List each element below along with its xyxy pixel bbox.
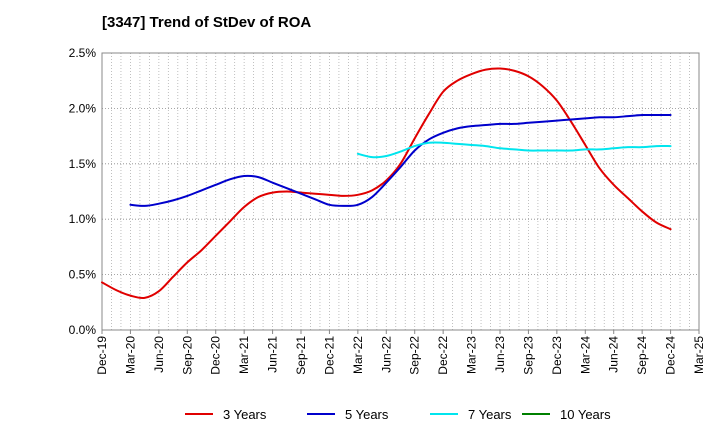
y-tick-label: 2.5% (69, 46, 97, 60)
x-tick-label: Mar-20 (123, 336, 137, 374)
series-line-7-years (356, 141, 672, 159)
x-tick-label: Dec-23 (550, 336, 564, 375)
x-tick-label: Jun-24 (607, 336, 621, 373)
x-tick-label: Sep-24 (635, 336, 649, 375)
x-tick-label: Mar-25 (692, 336, 706, 374)
legend-item: 5 Years (307, 407, 389, 422)
y-tick-label: 1.5% (69, 157, 97, 171)
x-tick-label: Dec-22 (436, 336, 450, 375)
x-tick-label: Sep-20 (180, 336, 194, 375)
x-tick-label: Sep-23 (521, 336, 535, 375)
legend: 3 Years 5 Years 7 Years 10 Years (185, 407, 611, 422)
plot-border (101, 52, 700, 331)
x-tick-label: Dec-21 (322, 336, 336, 375)
x-tick-label: Sep-22 (408, 336, 422, 375)
legend-item: 3 Years (185, 407, 267, 422)
horizontal-gridlines (102, 108, 699, 276)
x-tick-label: Dec-19 (95, 336, 109, 375)
series-line-3-years (101, 67, 672, 300)
legend-label: 10 Years (560, 407, 611, 422)
x-tick-label: Mar-22 (351, 336, 365, 374)
x-tick-label: Sep-21 (294, 336, 308, 375)
y-tick-label: 2.0% (69, 101, 97, 115)
series-line-5-years (129, 113, 672, 207)
y-tick-label: 1.0% (69, 212, 97, 226)
plot-area (102, 53, 699, 330)
x-tick-label: Dec-20 (209, 336, 223, 375)
legend-label: 7 Years (468, 407, 512, 422)
x-tick-label: Jun-20 (152, 336, 166, 373)
x-tick-label: Jun-22 (379, 336, 393, 373)
x-tick-label: Mar-24 (578, 336, 592, 374)
legend-label: 5 Years (345, 407, 389, 422)
x-tick-label: Jun-21 (266, 336, 280, 373)
x-tick-label: Mar-21 (237, 336, 251, 374)
legend-label: 3 Years (223, 407, 267, 422)
x-axis: Dec-19 Mar-20 Jun-20 Sep-20 Dec-20 Mar-21 Jun-… (95, 330, 706, 375)
series-lines (101, 67, 672, 300)
chart-title: [3347] Trend of StDev of ROA (102, 14, 312, 31)
x-tick-label: Jun-23 (493, 336, 507, 373)
y-tick-label: 0.5% (69, 268, 97, 282)
x-tick-label: Mar-23 (465, 336, 479, 374)
legend-item: 7 Years (430, 407, 512, 422)
legend-item: 10 Years (522, 407, 611, 422)
x-tick-label: Dec-24 (664, 336, 678, 375)
y-axis: 0.0% 0.5% 1.0% 1.5% 2.0% 2.5% (69, 46, 97, 337)
y-tick-label: 0.0% (69, 323, 97, 337)
